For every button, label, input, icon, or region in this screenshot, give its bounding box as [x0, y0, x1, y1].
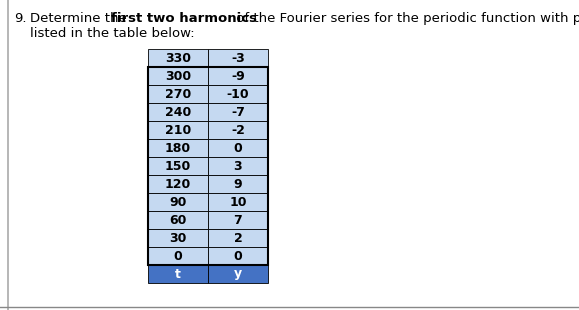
Bar	[208, 139, 268, 157]
Bar	[148, 229, 208, 247]
Bar	[208, 247, 268, 265]
Text: Determine the: Determine the	[30, 12, 131, 25]
Bar	[148, 49, 208, 67]
Text: t: t	[175, 268, 181, 281]
Bar	[208, 193, 268, 211]
Text: listed in the table below:: listed in the table below:	[30, 27, 195, 40]
Bar	[208, 229, 268, 247]
Text: 10: 10	[229, 196, 247, 209]
Bar	[208, 157, 268, 175]
Text: 240: 240	[165, 105, 191, 118]
Bar	[148, 157, 208, 175]
Text: 90: 90	[169, 196, 186, 209]
Text: 150: 150	[165, 160, 191, 172]
Bar	[148, 103, 208, 121]
Bar	[148, 265, 208, 283]
Text: 9: 9	[234, 178, 243, 191]
Text: 2: 2	[233, 232, 243, 245]
Bar	[148, 247, 208, 265]
Text: -3: -3	[231, 51, 245, 64]
Text: 3: 3	[234, 160, 243, 172]
Text: 0: 0	[233, 250, 243, 263]
Text: 30: 30	[169, 232, 186, 245]
Text: 180: 180	[165, 141, 191, 154]
Bar	[148, 175, 208, 193]
Bar	[208, 49, 268, 67]
Text: 7: 7	[233, 214, 243, 227]
Text: of the Fourier series for the periodic function with period 2π: of the Fourier series for the periodic f…	[232, 12, 579, 25]
Text: -10: -10	[227, 87, 250, 100]
Bar	[208, 265, 268, 283]
Bar	[148, 121, 208, 139]
Text: first two harmonics: first two harmonics	[112, 12, 258, 25]
Text: 300: 300	[165, 69, 191, 82]
Bar	[208, 67, 268, 85]
Text: 210: 210	[165, 123, 191, 136]
Text: -9: -9	[231, 69, 245, 82]
Bar	[208, 175, 268, 193]
Text: y: y	[234, 268, 242, 281]
Bar	[208, 85, 268, 103]
Bar	[148, 193, 208, 211]
Bar	[208, 103, 268, 121]
Bar	[208, 211, 268, 229]
Text: 120: 120	[165, 178, 191, 191]
Text: -7: -7	[231, 105, 245, 118]
Bar	[148, 85, 208, 103]
Text: 60: 60	[169, 214, 186, 227]
Text: 270: 270	[165, 87, 191, 100]
Bar	[148, 139, 208, 157]
Text: 330: 330	[165, 51, 191, 64]
Text: -2: -2	[231, 123, 245, 136]
Bar	[148, 211, 208, 229]
Bar	[208, 121, 268, 139]
Bar	[148, 67, 268, 265]
Bar	[148, 67, 208, 85]
Text: 0: 0	[174, 250, 182, 263]
Text: 0: 0	[233, 141, 243, 154]
Text: 9.: 9.	[14, 12, 27, 25]
